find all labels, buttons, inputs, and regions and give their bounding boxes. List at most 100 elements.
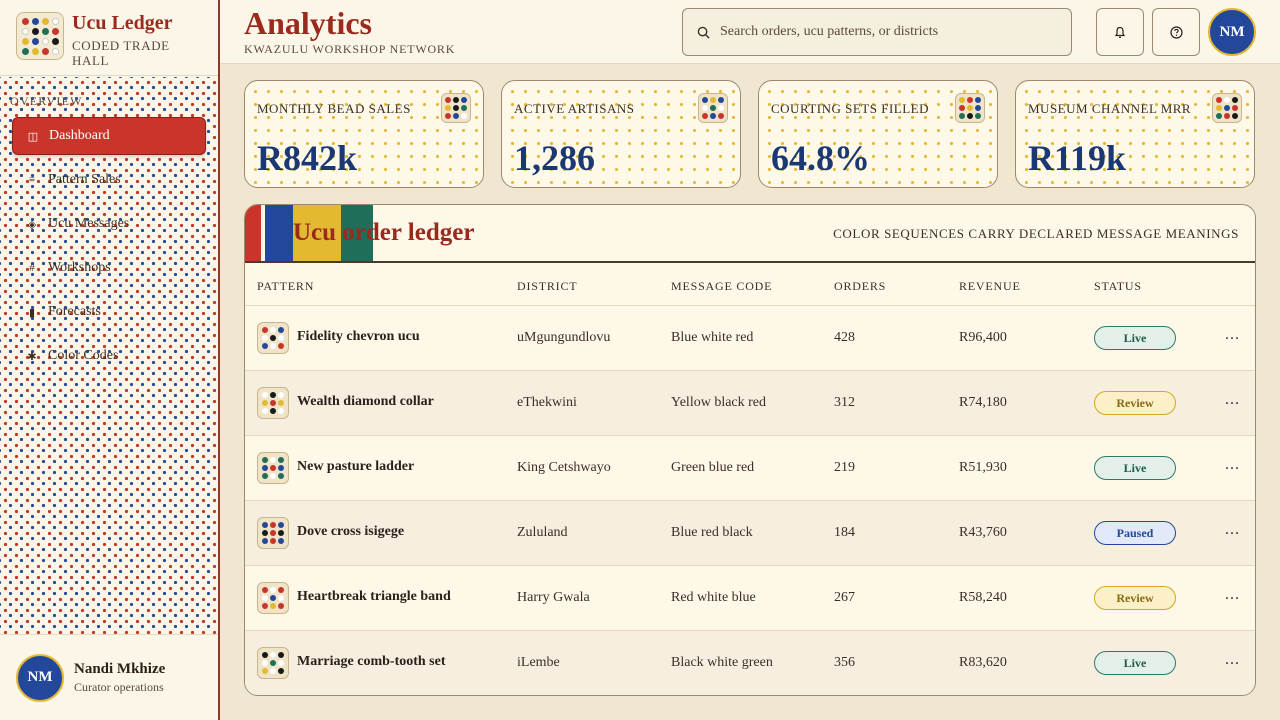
color-stripes bbox=[245, 205, 373, 261]
table-row[interactable]: Fidelity chevron ucu uMgungundlovu Blue … bbox=[245, 306, 1255, 371]
header-avatar[interactable]: NM bbox=[1208, 8, 1256, 56]
revenue-cell: R83,620 bbox=[959, 655, 1007, 670]
message-cell: Blue white red bbox=[671, 330, 754, 345]
column-header[interactable]: PATTERN bbox=[257, 279, 315, 293]
orders-cell: 312 bbox=[834, 395, 855, 410]
message-cell: Black white green bbox=[671, 655, 773, 670]
dashboard-icon: ◫ bbox=[27, 130, 39, 143]
search-box[interactable] bbox=[682, 8, 1072, 56]
panel-note: COLOR SEQUENCES CARRY DECLARED MESSAGE M… bbox=[833, 226, 1239, 241]
sidebar-item-label: Color Codes bbox=[48, 348, 119, 363]
kpi-card-museum-mrr: MUSEUM CHANNEL MRR R119k bbox=[1015, 80, 1255, 188]
more-icon[interactable]: ... bbox=[1225, 651, 1240, 668]
table-row[interactable]: Wealth diamond collar eThekwini Yellow b… bbox=[245, 371, 1255, 436]
sidebar-item-forecasts[interactable]: ▮ Forecasts bbox=[12, 293, 206, 331]
kpi-label: ACTIVE ARTISANS bbox=[514, 101, 635, 116]
sidebar-item-label: Dashboard bbox=[49, 128, 110, 143]
order-ledger-panel: Ucu order ledger COLOR SEQUENCES CARRY D… bbox=[244, 204, 1256, 696]
brand-title: Ucu Ledger bbox=[72, 12, 173, 34]
search-icon bbox=[697, 26, 710, 39]
sidebar-item-label: Forecasts bbox=[48, 304, 101, 319]
pattern-swatch-icon bbox=[257, 647, 289, 679]
district-cell: uMgungundlovu bbox=[517, 330, 611, 345]
column-header[interactable]: DISTRICT bbox=[517, 279, 578, 293]
pattern-name[interactable]: New pasture ladder bbox=[297, 459, 415, 474]
column-header[interactable]: ORDERS bbox=[834, 279, 887, 293]
district-cell: Harry Gwala bbox=[517, 590, 590, 605]
panel-title: Ucu order ledger bbox=[293, 219, 475, 246]
pattern-name[interactable]: Heartbreak triangle band bbox=[297, 589, 451, 604]
search-input[interactable] bbox=[720, 24, 1050, 40]
orders-cell: 356 bbox=[834, 655, 855, 670]
column-header[interactable]: REVENUE bbox=[959, 279, 1021, 293]
user-profile[interactable]: NM Nandi Mkhize Curator operations bbox=[0, 634, 218, 720]
sparkle-icon: ✱ bbox=[27, 350, 37, 363]
sidebar-item-ucu-messages[interactable]: ◈ Ucu Messages bbox=[12, 205, 206, 243]
message-cell: Green blue red bbox=[671, 460, 755, 475]
profile-name: Nandi Mkhize bbox=[74, 660, 166, 677]
kpi-value: 1,286 bbox=[514, 138, 595, 178]
message-cell: Yellow black red bbox=[671, 395, 767, 410]
more-icon[interactable]: ... bbox=[1225, 456, 1240, 473]
column-header[interactable]: MESSAGE CODE bbox=[671, 279, 773, 293]
sidebar: Ucu Ledger CODED TRADE HALL OVERVIEW ◫ D… bbox=[0, 0, 220, 720]
table-row[interactable]: Dove cross isigege Zululand Blue red bla… bbox=[245, 501, 1255, 566]
status-badge: Live bbox=[1094, 456, 1176, 480]
column-header[interactable]: STATUS bbox=[1094, 279, 1142, 293]
more-icon[interactable]: ... bbox=[1225, 326, 1240, 343]
kpi-label: COURTING SETS FILLED bbox=[771, 101, 929, 116]
more-icon[interactable]: ... bbox=[1225, 586, 1240, 603]
pattern-swatch-icon bbox=[257, 452, 289, 484]
orders-cell: 428 bbox=[834, 330, 855, 345]
orders-cell: 267 bbox=[834, 590, 855, 605]
kpi-card-courting-sets: COURTING SETS FILLED 64.8% bbox=[758, 80, 998, 188]
bead-pattern-icon bbox=[955, 93, 985, 123]
bell-icon bbox=[1114, 26, 1126, 38]
help-button[interactable] bbox=[1152, 8, 1200, 56]
more-icon[interactable]: ... bbox=[1225, 521, 1240, 538]
revenue-cell: R58,240 bbox=[959, 590, 1007, 605]
sidebar-item-dashboard[interactable]: ◫ Dashboard bbox=[12, 117, 206, 155]
kpi-card-active-artisans: ACTIVE ARTISANS 1,286 bbox=[501, 80, 741, 188]
message-cell: Red white blue bbox=[671, 590, 756, 605]
district-cell: eThekwini bbox=[517, 395, 577, 410]
brand-subtitle: CODED TRADE HALL bbox=[72, 38, 170, 68]
table-row[interactable]: New pasture ladder King Cetshwayo Green … bbox=[245, 436, 1255, 501]
message-cell: Blue red black bbox=[671, 525, 753, 540]
pattern-name[interactable]: Marriage comb-tooth set bbox=[297, 654, 446, 669]
bead-pattern-icon bbox=[1212, 93, 1242, 123]
revenue-cell: R43,760 bbox=[959, 525, 1007, 540]
status-badge: Review bbox=[1094, 391, 1176, 415]
sidebar-item-color-codes[interactable]: ✱ Color Codes bbox=[12, 337, 206, 375]
sidebar-item-workshops[interactable]: # Workshops bbox=[12, 249, 206, 287]
kpi-value: R119k bbox=[1028, 138, 1127, 178]
status-badge: Review bbox=[1094, 586, 1176, 610]
more-icon[interactable]: ... bbox=[1225, 391, 1240, 408]
revenue-cell: R96,400 bbox=[959, 330, 1007, 345]
kpi-label: MUSEUM CHANNEL MRR bbox=[1028, 101, 1192, 116]
notifications-button[interactable] bbox=[1096, 8, 1144, 56]
pattern-name[interactable]: Fidelity chevron ucu bbox=[297, 329, 420, 344]
sidebar-item-pattern-sales[interactable]: ≡ Pattern Sales bbox=[12, 161, 206, 199]
pattern-name[interactable]: Wealth diamond collar bbox=[297, 394, 434, 409]
kpi-value: R842k bbox=[257, 138, 358, 178]
profile-role: Curator operations bbox=[74, 679, 164, 694]
avatar: NM bbox=[16, 653, 64, 702]
brand: Ucu Ledger CODED TRADE HALL bbox=[0, 0, 218, 76]
bars-icon: ▮ bbox=[28, 306, 36, 319]
orders-cell: 219 bbox=[834, 460, 855, 475]
sidebar-item-label: Workshops bbox=[48, 260, 111, 275]
page-subtitle: KWAZULU WORKSHOP NETWORK bbox=[244, 42, 456, 56]
pattern-swatch-icon bbox=[257, 322, 289, 354]
table-row[interactable]: Marriage comb-tooth set iLembe Black whi… bbox=[245, 631, 1255, 695]
panel-header: Ucu order ledger COLOR SEQUENCES CARRY D… bbox=[245, 205, 1255, 263]
revenue-cell: R51,930 bbox=[959, 460, 1007, 475]
pattern-name[interactable]: Dove cross isigege bbox=[297, 524, 405, 539]
help-icon bbox=[1169, 25, 1183, 39]
table-row[interactable]: Heartbreak triangle band Harry Gwala Red… bbox=[245, 566, 1255, 631]
bead-pattern-icon bbox=[698, 93, 728, 123]
orders-cell: 184 bbox=[834, 525, 855, 540]
sidebar-nav: OVERVIEW ◫ Dashboard ≡ Pattern Sales ◈ U… bbox=[0, 77, 218, 634]
district-cell: King Cetshwayo bbox=[517, 460, 611, 475]
district-cell: Zululand bbox=[517, 525, 568, 540]
